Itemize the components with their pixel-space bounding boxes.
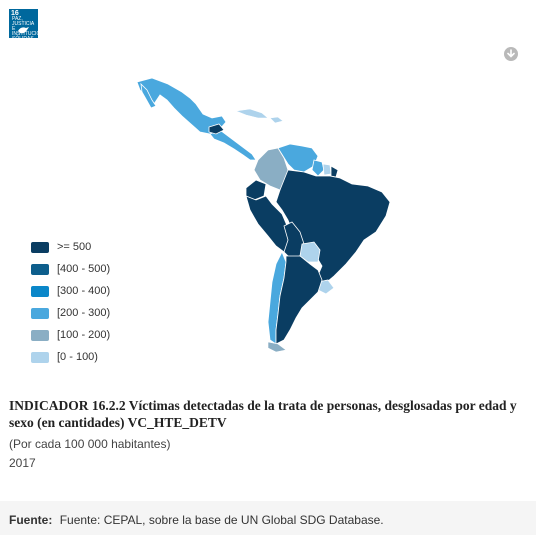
region-tierra-del-fuego[interactable]	[267, 341, 287, 353]
region-guatemala[interactable]	[208, 123, 225, 135]
legend-label: [300 - 400)	[57, 285, 111, 297]
legend-swatch	[31, 241, 49, 253]
legend-label: >= 500	[57, 241, 92, 253]
region-baja[interactable]	[140, 82, 157, 109]
download-button[interactable]	[504, 47, 518, 61]
region-guyana[interactable]	[311, 159, 325, 177]
legend-swatch	[31, 307, 49, 319]
indicator-title: INDICADOR 16.2.2 Víctimas detectadas de …	[9, 398, 517, 430]
legend-swatch	[31, 263, 49, 275]
source-label: Fuente:	[9, 513, 53, 527]
region-french-guiana[interactable]	[330, 165, 339, 178]
legend-label: [0 - 100)	[57, 351, 98, 363]
legend-swatch	[31, 285, 49, 297]
dove-icon	[18, 27, 29, 34]
legend-item[interactable]: [100 - 200)	[31, 324, 110, 346]
sdg-number: 16	[11, 10, 19, 17]
legend-label: [100 - 200)	[57, 329, 111, 341]
region-hispaniola[interactable]	[269, 116, 284, 124]
region-argentina[interactable]	[275, 255, 323, 345]
source-text: Fuente: CEPAL, sobre la base de UN Globa…	[59, 513, 384, 527]
indicator-subtitle: (Por cada 100 000 habitantes)	[9, 437, 171, 451]
download-icon	[507, 49, 515, 58]
legend-item[interactable]: >= 500	[31, 236, 110, 258]
source-footer: Fuente: Fuente: CEPAL, sobre la base de …	[0, 501, 536, 535]
legend-item[interactable]: [400 - 500)	[31, 258, 110, 280]
legend-label: [200 - 300)	[57, 307, 111, 319]
legend-swatch	[31, 329, 49, 341]
legend-item[interactable]: [300 - 400)	[31, 280, 110, 302]
latin-america-map	[136, 77, 391, 353]
legend-item[interactable]: [0 - 100)	[31, 346, 110, 368]
sdg-16-badge: 16 PAZ, JUSTICIA E INSTITUCIONES SÓLIDAS	[9, 9, 51, 42]
region-cuba[interactable]	[234, 108, 269, 119]
region-suriname[interactable]	[322, 163, 332, 176]
legend-swatch	[31, 351, 49, 363]
legend-item[interactable]: [200 - 300)	[31, 302, 110, 324]
indicator-year: 2017	[9, 456, 36, 470]
legend-label: [400 - 500)	[57, 263, 111, 275]
map-legend: >= 500 [400 - 500) [300 - 400) [200 - 30…	[31, 236, 110, 368]
region-central-america[interactable]	[209, 129, 257, 161]
